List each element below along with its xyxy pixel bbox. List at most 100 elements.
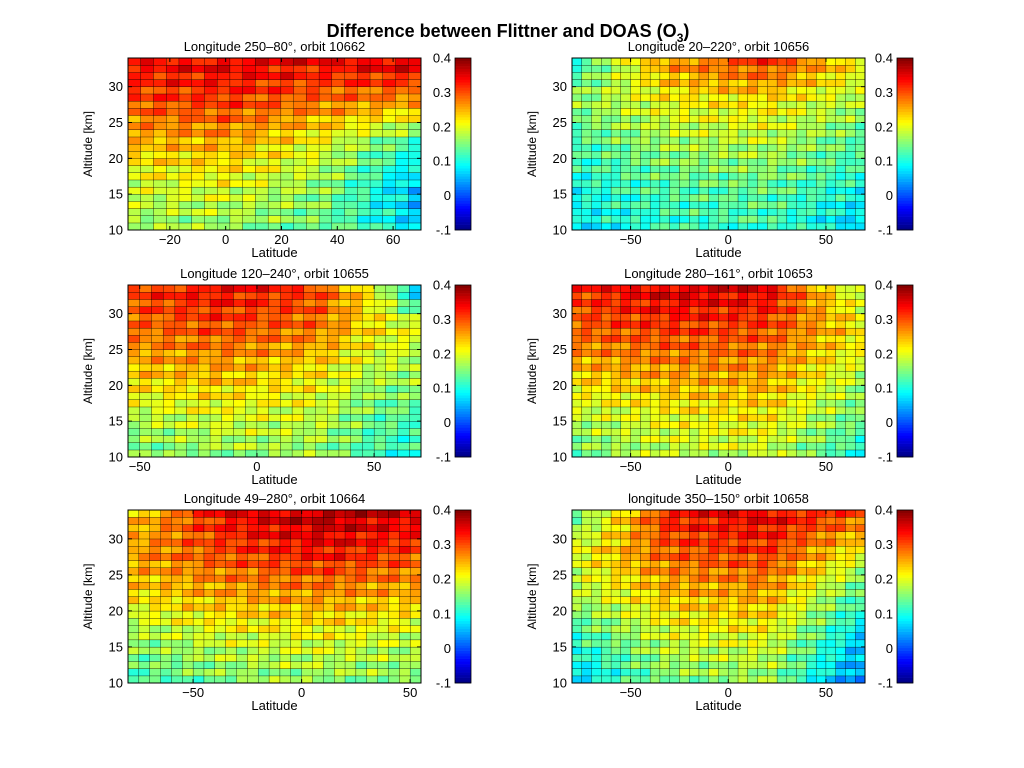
heatmap-cell — [323, 646, 335, 655]
heatmap-cell — [718, 524, 729, 532]
heatmap-cell — [767, 320, 778, 329]
heatmap-cell — [757, 334, 768, 343]
heatmap-cell — [191, 201, 205, 209]
heatmap-cell — [192, 625, 205, 633]
heatmap-cell — [630, 617, 641, 626]
heatmap-cell — [591, 129, 602, 138]
heatmap-cell — [303, 413, 316, 422]
heatmap-cell — [855, 150, 866, 159]
heatmap-cell — [679, 538, 690, 547]
heatmap-cell — [186, 342, 199, 350]
heatmap-cell — [708, 377, 719, 386]
heatmap-cell — [825, 201, 837, 209]
heatmap-cell — [268, 284, 281, 293]
colorbar-segment — [455, 448, 471, 452]
heatmap-cell — [737, 129, 749, 138]
heatmap-cell — [127, 327, 141, 336]
heatmap-cell — [698, 509, 710, 518]
heatmap-cell — [366, 632, 378, 641]
heatmap-cell — [203, 560, 216, 568]
heatmap-cell — [198, 334, 211, 343]
heatmap-cell — [728, 603, 739, 612]
heatmap-cell — [377, 531, 389, 540]
colorbar-segment — [897, 572, 913, 576]
heatmap-cell — [174, 428, 187, 436]
heatmap-cell — [689, 86, 700, 95]
heatmap-cell — [601, 531, 612, 540]
colorbar-segment — [897, 637, 913, 641]
heatmap-cell — [369, 86, 384, 95]
colorbar-frame — [896, 57, 914, 231]
heatmap-cell — [409, 596, 422, 605]
heatmap-cell — [776, 136, 788, 145]
heatmap-cell — [344, 610, 357, 619]
heatmap-cell — [233, 370, 246, 379]
heatmap-cell — [757, 291, 768, 300]
heatmap-cell — [649, 449, 661, 458]
heatmap-cell — [601, 625, 612, 633]
heatmap-cell — [855, 129, 866, 138]
heatmap-cell — [659, 349, 670, 357]
y-tick-label: 20 — [553, 151, 567, 166]
heatmap-cell — [268, 639, 281, 648]
heatmap-cell — [845, 115, 856, 123]
heatmap-cell — [591, 574, 602, 583]
heatmap-cell — [171, 610, 183, 619]
colorbar-segment — [897, 298, 913, 302]
heatmap-cell — [815, 517, 827, 525]
heatmap-cell — [786, 399, 797, 408]
heatmap-cell — [268, 661, 281, 669]
heatmap-cell — [689, 342, 700, 350]
heatmap-cell — [718, 64, 729, 73]
heatmap-cell — [698, 545, 710, 554]
heatmap-cell — [825, 442, 837, 451]
heatmap-cell — [689, 222, 700, 231]
colorbar-segment — [897, 400, 913, 404]
heatmap-cell — [186, 406, 199, 415]
heatmap-cell — [151, 413, 164, 422]
heatmap-cell — [162, 284, 176, 293]
y-tick-label: 15 — [109, 639, 123, 654]
heatmap-cell — [267, 72, 282, 80]
colorbar-segment — [897, 92, 913, 96]
heatmap-cell — [318, 172, 333, 181]
heatmap-cell — [815, 413, 827, 422]
heatmap-cell — [209, 428, 223, 436]
heatmap-cell — [757, 625, 768, 633]
heatmap-cell — [698, 596, 710, 605]
heatmap-cell — [689, 509, 700, 518]
heatmap-cell — [198, 320, 211, 329]
heatmap-cell — [182, 610, 194, 619]
colorbar-tick-label: 0 — [444, 188, 451, 203]
heatmap-cell — [669, 538, 680, 547]
heatmap-cell — [247, 610, 259, 619]
heatmap-cell — [698, 165, 710, 173]
heatmap-cell — [357, 193, 371, 202]
heatmap-cell — [382, 93, 396, 102]
heatmap-cell — [747, 370, 758, 379]
heatmap-cell — [334, 596, 346, 605]
heatmap-cell — [280, 291, 293, 300]
heatmap-cell — [737, 668, 749, 677]
colorbar-tick-label: 0.4 — [433, 51, 451, 66]
heatmap-cell — [318, 79, 333, 87]
heatmap-cell — [242, 100, 256, 109]
heatmap-cell — [315, 342, 328, 350]
heatmap-cell — [698, 107, 710, 116]
heatmap-cell — [138, 524, 151, 532]
heatmap-cell — [140, 186, 154, 195]
colorbar-segment — [455, 301, 471, 305]
heatmap-cell — [757, 222, 768, 231]
heatmap-cell — [610, 313, 622, 322]
colorbar-segment — [897, 424, 913, 428]
heatmap-cell — [291, 449, 305, 458]
heatmap-cell — [679, 179, 690, 188]
heatmap-cell — [127, 553, 140, 561]
heatmap-cell — [669, 129, 680, 138]
heatmap-cells — [127, 509, 422, 684]
heatmap-cell — [855, 668, 866, 677]
heatmap-cell — [581, 442, 592, 451]
heatmap-cell — [225, 524, 237, 532]
heatmap-cell — [620, 524, 631, 532]
heatmap-cell — [214, 661, 226, 669]
